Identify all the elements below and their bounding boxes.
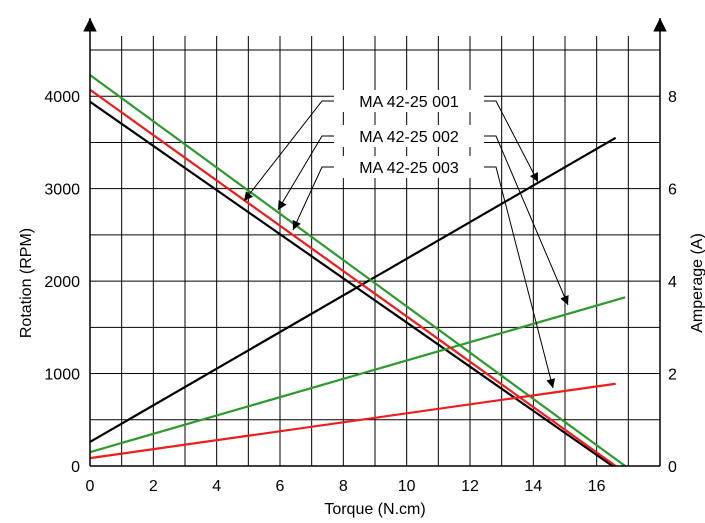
x-tick-label: 10 [398,478,416,495]
x-tick-label: 14 [524,478,542,495]
y-axis-label-right: Amperage (A) [689,233,705,333]
speed-line-1 [89,100,614,467]
leader-001-speed [243,100,334,202]
y-right-tick-label: 6 [668,182,677,199]
y-left-tick-label: 4000 [44,89,80,106]
y-right-tick-label: 8 [668,89,677,106]
x-tick-label: 16 [588,478,606,495]
x-tick-label: 8 [339,478,348,495]
y-left-tick-label: 2000 [44,274,80,291]
ticks: 0 2 4 6 8 10 12 14 16 0 1000 2000 3000 4000 0 2 4 6 8 [44,89,677,495]
leader-003-speed [292,166,334,231]
leader-003-current [484,166,556,389]
legend-label-background-2 [334,125,484,147]
y-right-tick-label: 2 [668,367,677,384]
y-axis-label-left: Rotation (RPM) [18,228,35,338]
speed-line-3 [89,88,617,467]
current-line-1 [89,136,617,443]
legend: MA 42-25 001 MA 42-25 002 MA 42-25 003 [243,90,569,389]
y-left-tick-label: 3000 [44,182,80,199]
current-line-2 [89,296,626,454]
x-tick-label: 0 [86,478,95,495]
legend-label-3: MA 42-25 003 [359,160,459,177]
y-right-tick-label: 4 [668,274,677,291]
x-tick-label: 4 [212,478,221,495]
legend-label-2: MA 42-25 002 [359,129,459,146]
y-right-tick-label: 0 [668,459,677,476]
leader-002-current [484,135,569,306]
x-axis-label: Torque (N.cm) [324,501,425,518]
speed-line-2 [89,74,626,467]
x-tick-label: 12 [461,478,479,495]
leader-002-speed [277,135,334,211]
leader-001-current [484,100,539,183]
legend-label-background-1 [334,90,484,112]
series-lines [89,74,626,467]
x-tick-label: 2 [149,478,158,495]
legend-label-background-3 [334,156,484,178]
current-line-3 [89,382,616,460]
y-left-tick-label: 0 [71,459,80,476]
y-left-tick-label: 1000 [44,367,80,384]
x-tick-label: 6 [276,478,285,495]
legend-label-1: MA 42-25 001 [359,94,459,111]
